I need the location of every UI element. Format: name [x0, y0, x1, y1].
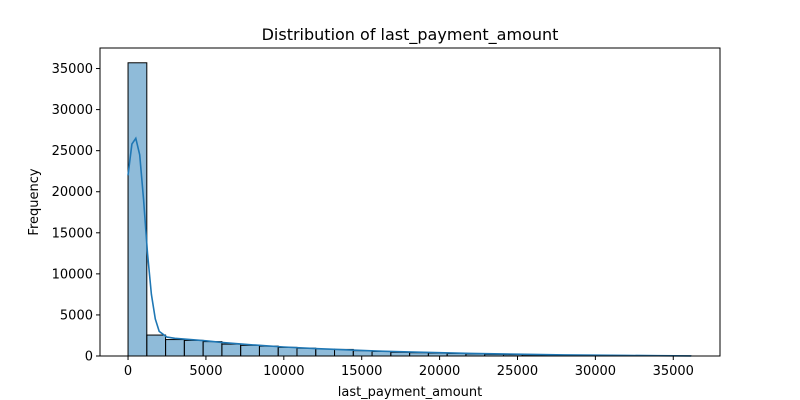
x-axis-label: last_payment_amount: [338, 385, 483, 400]
histogram-bar: [258, 345, 279, 357]
histogram-bar: [202, 341, 223, 357]
x-tick-label: 0: [124, 364, 132, 379]
x-tick-label: 20000: [419, 364, 460, 379]
y-axis: 0 5000 10000 15000 20000 25000 30000 35000: [52, 62, 100, 365]
x-tick-label: 35000: [653, 364, 694, 379]
plot-frame: [99, 47, 721, 357]
y-tick-label: 30000: [52, 103, 93, 118]
y-tick-label: 10000: [52, 267, 93, 282]
histogram-bar: [165, 339, 185, 357]
y-axis-label: Frequency: [27, 168, 42, 235]
kde-line: [127, 136, 692, 357]
histogram-bar: [315, 348, 336, 357]
y-tick-label: 20000: [52, 185, 93, 200]
chart-title: Distribution of last_payment_amount: [262, 25, 559, 45]
y-tick-label: 15000: [52, 226, 93, 241]
x-axis: 0 5000 10000 15000 20000 25000 30000 35000: [124, 356, 694, 379]
histogram-bar: [277, 346, 298, 357]
histogram-bar: [390, 351, 411, 357]
histogram-bar: [183, 339, 204, 357]
x-tick-label: 10000: [263, 364, 304, 379]
y-tick-label: 25000: [52, 144, 93, 159]
y-tick-label: 5000: [60, 308, 93, 323]
plot-area: [127, 62, 692, 357]
histogram-bar: [146, 334, 167, 357]
y-tick-label: 0: [85, 350, 93, 365]
histogram-bar: [240, 344, 260, 357]
x-tick-label: 25000: [497, 364, 538, 379]
x-tick-label: 5000: [189, 364, 222, 379]
histogram-bar: [296, 347, 317, 357]
histogram-bar: [221, 343, 242, 357]
x-tick-label: 15000: [341, 364, 382, 379]
x-tick-label: 30000: [575, 364, 616, 379]
y-tick-label: 35000: [52, 62, 93, 77]
